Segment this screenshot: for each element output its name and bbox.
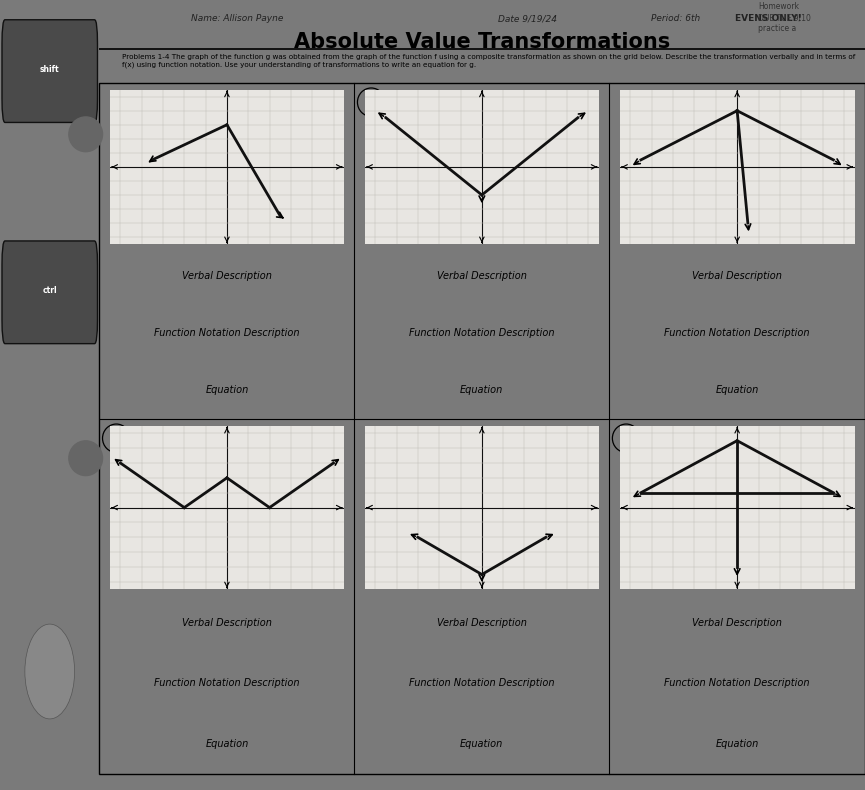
- Text: Function Notation Description: Function Notation Description: [154, 678, 299, 688]
- Text: ctrl: ctrl: [42, 286, 57, 295]
- Text: DUE TUE 9/10: DUE TUE 9/10: [758, 13, 811, 22]
- Text: practice a: practice a: [758, 24, 796, 33]
- Text: Verbal Description: Verbal Description: [692, 618, 782, 628]
- Text: Function Notation Description: Function Notation Description: [409, 328, 554, 338]
- FancyBboxPatch shape: [2, 241, 98, 344]
- Text: Equation: Equation: [715, 386, 759, 395]
- Text: Verbal Description: Verbal Description: [182, 618, 272, 628]
- Text: Function Notation Description: Function Notation Description: [154, 328, 299, 338]
- Text: Equation: Equation: [460, 739, 503, 749]
- FancyBboxPatch shape: [2, 20, 98, 122]
- Ellipse shape: [25, 624, 74, 719]
- Text: Function Notation Description: Function Notation Description: [664, 678, 810, 688]
- Text: Period: 6th: Period: 6th: [650, 14, 700, 23]
- Circle shape: [69, 117, 103, 152]
- Text: Verbal Description: Verbal Description: [182, 271, 272, 281]
- Text: EVENS ONLY!: EVENS ONLY!: [735, 14, 802, 23]
- Text: 5.: 5.: [366, 433, 376, 443]
- Text: Function Notation Description: Function Notation Description: [409, 678, 554, 688]
- Text: Verbal Description: Verbal Description: [437, 271, 527, 281]
- Text: Equation: Equation: [205, 739, 248, 749]
- Text: 4: 4: [113, 433, 119, 443]
- Text: Equation: Equation: [715, 739, 759, 749]
- Text: Equation: Equation: [205, 386, 248, 395]
- Text: 1.: 1.: [112, 97, 121, 107]
- Bar: [99, 83, 865, 774]
- Text: Homework: Homework: [758, 2, 798, 11]
- Text: Problems 1-4 The graph of the function g was obtained from the graph of the func: Problems 1-4 The graph of the function g…: [123, 54, 855, 68]
- Text: Absolute Value Transformations: Absolute Value Transformations: [294, 32, 670, 51]
- Text: shift: shift: [40, 65, 60, 74]
- Circle shape: [69, 441, 103, 476]
- Text: Verbal Description: Verbal Description: [692, 271, 782, 281]
- Text: Verbal Description: Verbal Description: [437, 618, 527, 628]
- Text: Date 9/19/24: Date 9/19/24: [497, 14, 556, 23]
- Text: 6: 6: [623, 433, 630, 443]
- Text: Equation: Equation: [460, 386, 503, 395]
- Text: Name: Allison Payne: Name: Allison Payne: [191, 14, 284, 23]
- Text: Function Notation Description: Function Notation Description: [664, 328, 810, 338]
- Text: 3.: 3.: [621, 97, 631, 107]
- Text: 2: 2: [368, 97, 375, 107]
